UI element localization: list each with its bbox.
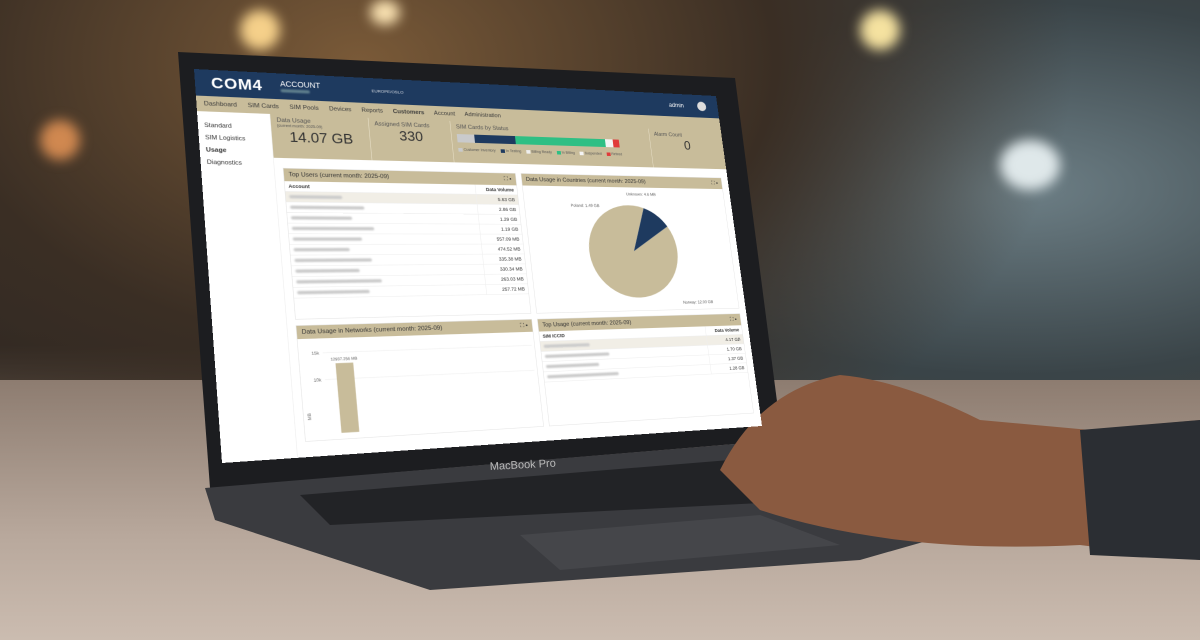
expand-icon[interactable]: ⛶ ▪ bbox=[503, 175, 512, 183]
hand bbox=[720, 375, 1200, 560]
data-volume: 1.19 GB bbox=[478, 224, 522, 235]
top-users-widget: Top Users (current month: 2025-09) ⛶ ▪ Ac… bbox=[282, 167, 532, 320]
widget-title: Top Usage (current month: 2025-09) bbox=[542, 319, 632, 329]
nav-sim-cards[interactable]: SIM Cards bbox=[247, 102, 280, 110]
legend-item[interactable]: Suspended bbox=[579, 151, 603, 156]
networks-bar-chart: 15k 10k MB 12937.256 MB bbox=[307, 332, 543, 433]
countries-widget: Data Usage in Countries (current month: … bbox=[520, 173, 740, 314]
table-row[interactable]: 1.19 GB bbox=[287, 223, 522, 235]
account-label[interactable]: ACCOUNT bbox=[280, 79, 321, 95]
pie-label: Norway: 12.93 GB bbox=[683, 300, 714, 306]
data-volume: 257.72 MB bbox=[485, 283, 529, 295]
trackpad bbox=[520, 515, 840, 570]
nav-devices[interactable]: Devices bbox=[328, 105, 352, 113]
expand-icon[interactable]: ⛶ ▪ bbox=[519, 322, 529, 329]
networks-widget: Data Usage in Networks (current month: 2… bbox=[295, 318, 544, 442]
top-usage-widget: Top Usage (current month: 2025-09) ⛶ ▪ SI… bbox=[537, 313, 754, 427]
avatar[interactable] bbox=[696, 101, 707, 112]
data-volume: 2.86 GB bbox=[476, 204, 520, 215]
bokeh-light bbox=[1000, 140, 1060, 190]
user-menu[interactable]: admin bbox=[668, 101, 685, 109]
data-volume: 330.34 MB bbox=[483, 263, 527, 275]
expand-icon[interactable]: ⛶ ▪ bbox=[711, 180, 719, 187]
nav-reports[interactable]: Reports bbox=[361, 106, 384, 115]
bar[interactable] bbox=[335, 362, 360, 433]
keyboard bbox=[300, 460, 820, 525]
nav-administration[interactable]: Administration bbox=[464, 111, 502, 119]
logo: COM4 bbox=[210, 74, 264, 94]
status-segment[interactable] bbox=[612, 139, 620, 148]
sidebar-item-diagnostics[interactable]: Diagnostics bbox=[206, 158, 243, 167]
table-row[interactable]: 257.72 MB bbox=[293, 283, 529, 299]
top-usage-table: SIM ICCID Data Volume 4.17 GB 1.70 GB 1.37 G… bbox=[539, 325, 748, 383]
pie-label: Unknown: 4.6 MB bbox=[626, 192, 656, 197]
pie-label: Poland: 1.49 GB bbox=[570, 203, 599, 208]
macbook-label: MacBook Pro bbox=[490, 458, 557, 473]
status-bar bbox=[456, 134, 623, 148]
shirt-sleeve bbox=[1080, 420, 1200, 560]
data-volume: 1.29 GB bbox=[477, 214, 521, 225]
bokeh-light bbox=[40, 120, 80, 160]
legend-item[interactable]: Retired bbox=[606, 152, 622, 157]
countries-pie-chart: Norway: 12.93 GB Poland: 1.49 GB Unknown: … bbox=[570, 192, 714, 306]
widget-title: Top Users (current month: 2025-09) bbox=[288, 171, 390, 180]
nav-sim-pools[interactable]: SIM Pools bbox=[289, 103, 319, 112]
nav-account[interactable]: Account bbox=[433, 110, 456, 118]
col-volume: Data Volume bbox=[474, 184, 518, 195]
bar-data-label: 12937.256 MB bbox=[330, 356, 357, 362]
y-tick-label: 15k bbox=[311, 351, 320, 357]
legend-item[interactable]: Billing Ready bbox=[526, 149, 552, 155]
dashboard-screen: COM4 ACCOUNT EUROPE/OSLO admin Dashboard… bbox=[194, 69, 762, 463]
status-segment[interactable] bbox=[474, 134, 516, 145]
data-volume: 263.03 MB bbox=[484, 273, 528, 285]
table-row[interactable]: 557.09 MB bbox=[288, 233, 523, 245]
pie-slice-norway[interactable] bbox=[583, 204, 684, 299]
nav-customers[interactable]: Customers bbox=[392, 108, 425, 116]
data-usage-stat: Data Usage (current month: 2025-09) 14.07 … bbox=[270, 113, 373, 161]
top-users-table: Account Data Volume 5.63 GB 2.86 GB 1.29 GB 1… bbox=[284, 181, 529, 299]
data-volume: 5.63 GB bbox=[475, 194, 519, 205]
bokeh-light bbox=[240, 10, 280, 50]
data-volume: 557.09 MB bbox=[480, 234, 523, 245]
status-segment[interactable] bbox=[515, 136, 606, 148]
sim-status-stat: SIM Cards by Status Customer Inventory In … bbox=[450, 120, 654, 168]
assigned-sim-stat: Assigned SIM Cards 330 bbox=[368, 117, 455, 163]
nav-dashboard[interactable]: Dashboard bbox=[203, 100, 238, 109]
y-axis-label: MB bbox=[307, 413, 314, 420]
legend-item[interactable]: Customer Inventory bbox=[458, 147, 496, 153]
gridline bbox=[325, 370, 535, 379]
status-legend: Customer Inventory In Testing Billing Read… bbox=[458, 147, 647, 157]
expand-icon[interactable]: ⛶ ▪ bbox=[729, 316, 738, 323]
data-volume: 335.38 MB bbox=[482, 253, 526, 265]
legend-item[interactable]: In Billing bbox=[556, 150, 576, 155]
bokeh-light bbox=[860, 10, 900, 50]
timezone: EUROPE/OSLO bbox=[371, 88, 404, 95]
gridline bbox=[323, 345, 532, 352]
alarm-stat: Alarm Count 0 bbox=[653, 131, 692, 153]
status-segment[interactable] bbox=[456, 134, 476, 143]
data-volume: 1.28 GB bbox=[709, 362, 748, 375]
legend-item[interactable]: In Testing bbox=[500, 149, 522, 154]
data-volume: 474.52 MB bbox=[481, 244, 525, 255]
y-tick-label: 10k bbox=[313, 378, 322, 384]
widget-title: Data Usage in Countries (current month: … bbox=[525, 176, 646, 185]
bokeh-light bbox=[370, 0, 400, 25]
